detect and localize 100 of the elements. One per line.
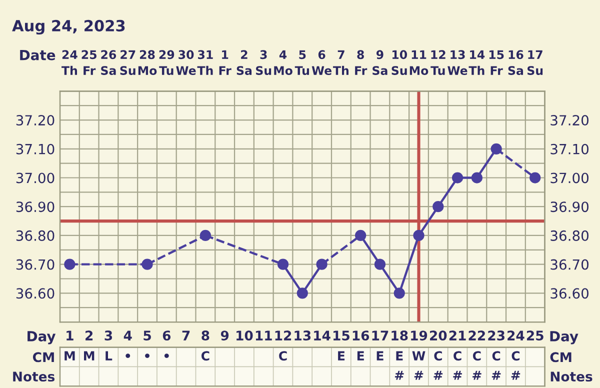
text: # bbox=[453, 370, 462, 380]
x-tick-label: 29 Tu bbox=[159, 50, 174, 76]
text: C bbox=[434, 351, 442, 361]
y-tick-label: 36.90 bbox=[16, 202, 54, 212]
x-tick-label: 6 bbox=[162, 330, 171, 341]
x-tick-label: 5 bbox=[144, 330, 151, 341]
y-tick-label: 36.70 bbox=[16, 259, 54, 270]
point bbox=[471, 172, 482, 184]
text: C bbox=[512, 351, 520, 361]
point bbox=[374, 258, 386, 270]
x-tick-label: 21 bbox=[449, 330, 466, 340]
x-tick-label: 4 bbox=[124, 330, 132, 340]
text: # bbox=[472, 370, 482, 380]
chart-title: Aug 24, 2023 bbox=[12, 20, 125, 35]
x-tick-label: 7 Th bbox=[333, 50, 348, 75]
point bbox=[432, 201, 444, 212]
point bbox=[316, 258, 328, 270]
x-tick-label: 11 Mo bbox=[410, 50, 428, 76]
x-tick-label: 25 Fr bbox=[82, 50, 96, 75]
text: M bbox=[84, 351, 94, 360]
text: C bbox=[492, 351, 500, 361]
text: # bbox=[511, 370, 520, 380]
text: • bbox=[164, 354, 169, 358]
text: # bbox=[394, 370, 404, 380]
x-tick-label: 1 Fr bbox=[219, 50, 232, 75]
x-tick-label: 17 Su bbox=[528, 50, 543, 76]
x-tick-label: 10 bbox=[236, 330, 253, 341]
x-tick-label: 7 bbox=[182, 330, 190, 340]
x-tick-label: 6 We bbox=[312, 50, 332, 76]
x-tick-label: 15 Fr bbox=[489, 50, 504, 75]
x-tick-label: 9 bbox=[220, 330, 229, 341]
x-tick-label: 9 Sa bbox=[372, 50, 388, 76]
point bbox=[64, 258, 76, 270]
x-tick-label: 22 bbox=[468, 330, 485, 340]
point bbox=[490, 143, 502, 154]
point bbox=[200, 230, 212, 242]
y-tick-label: 37.20 bbox=[16, 115, 54, 126]
x-tick-label: 24 Th bbox=[62, 50, 78, 75]
x-axis-title: Date bbox=[20, 50, 56, 60]
text: # bbox=[414, 370, 424, 380]
point bbox=[277, 258, 289, 270]
x-tick-label: 24 bbox=[508, 330, 524, 340]
text: • bbox=[145, 354, 150, 358]
text: C bbox=[472, 351, 481, 361]
x-tick-label: 3 Su bbox=[256, 50, 272, 76]
x-tick-label: 26 Sa bbox=[101, 50, 116, 76]
x-tick-label: 8 bbox=[202, 330, 210, 341]
text: E bbox=[357, 351, 364, 360]
text: E bbox=[396, 351, 403, 360]
x-tick-label: 30 We bbox=[176, 50, 196, 76]
x-tick-label: 8 Fr bbox=[355, 50, 368, 75]
x-tick-label: 13 bbox=[294, 330, 311, 341]
text: • bbox=[126, 354, 130, 358]
x-tick-label: 25 bbox=[526, 330, 544, 341]
text: E bbox=[376, 351, 384, 360]
x-tick-label: 19 bbox=[411, 330, 428, 341]
x-tick-label: 28 Mo bbox=[138, 50, 157, 76]
x-tick-label: 4 Mo bbox=[274, 50, 292, 76]
point bbox=[296, 288, 308, 299]
x-tick-label: 2 bbox=[86, 330, 93, 340]
text: Day bbox=[550, 331, 578, 344]
x-tick-label: 31 Th bbox=[197, 50, 213, 75]
x-tick-label: 14 Th bbox=[468, 50, 485, 75]
x-tick-label: 20 bbox=[430, 330, 447, 341]
x-tick-label: 11 bbox=[256, 330, 272, 340]
text: C bbox=[279, 351, 287, 361]
point bbox=[452, 172, 464, 184]
x-tick-label: 12 Tu bbox=[430, 50, 446, 76]
text: C bbox=[201, 351, 210, 361]
text: # bbox=[434, 370, 443, 380]
x-tick-label: 17 bbox=[372, 330, 388, 340]
x-tick-label: 12 bbox=[275, 330, 292, 340]
point bbox=[355, 230, 366, 242]
x-axis-title: Day bbox=[28, 331, 56, 344]
y-tick-label: 37.10 bbox=[16, 144, 54, 154]
x-tick-label: 23 bbox=[488, 330, 504, 341]
point bbox=[413, 230, 424, 242]
text: M bbox=[64, 351, 75, 360]
x-tick-label: 13 We bbox=[448, 50, 468, 76]
y-tick-label: 36.60 bbox=[16, 288, 54, 299]
x-tick-label: 16 Sa bbox=[508, 50, 524, 76]
x-tick-label: 2 Sa bbox=[236, 50, 252, 76]
point bbox=[142, 258, 153, 270]
x-tick-label: 27 Su bbox=[120, 50, 136, 76]
x-tick-label: 18 bbox=[392, 330, 408, 341]
x-tick-label: 15 bbox=[333, 330, 350, 341]
y-tick-label: 36.80 bbox=[16, 230, 54, 241]
x-tick-label: 14 bbox=[314, 330, 330, 340]
x-tick-label: 16 bbox=[352, 330, 370, 341]
point bbox=[530, 172, 541, 184]
text: L bbox=[106, 351, 112, 360]
text: # bbox=[492, 370, 501, 380]
x-tick-label: 3 bbox=[104, 330, 112, 341]
x-tick-label: 10 Su bbox=[392, 50, 408, 76]
point bbox=[394, 288, 405, 299]
x-tick-label: 5 Tu bbox=[294, 50, 309, 76]
text: E bbox=[338, 351, 345, 360]
x-tick-label: 1 bbox=[66, 330, 74, 340]
text: W bbox=[412, 351, 426, 360]
text: C bbox=[454, 351, 462, 361]
